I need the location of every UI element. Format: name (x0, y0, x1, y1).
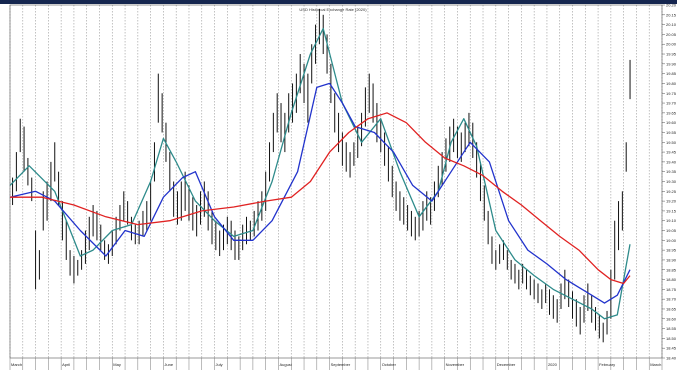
y-tick-label: 18.75 (666, 287, 677, 292)
x-tick-label: February (599, 362, 615, 367)
x-tick-label: April (62, 362, 70, 367)
x-tick-label: June (164, 362, 173, 367)
x-tick-label: March (650, 362, 661, 367)
y-tick-label: 19.70 (666, 101, 677, 106)
x-tick-label: December (497, 362, 516, 367)
grid (9, 4, 663, 359)
series-line (9, 82, 631, 304)
y-tick-label: 18.55 (666, 326, 677, 331)
y-tick-label: 19.60 (666, 120, 677, 125)
chart-title: USD Historical Exchange Rate (2020) (299, 7, 367, 12)
top-bar (0, 0, 677, 4)
plot-border (9, 4, 663, 359)
y-tick-label: 19.20 (666, 199, 677, 204)
y-tick-label: 19.85 (666, 71, 677, 76)
y-tick-label: 19.00 (666, 238, 677, 243)
y-axis: 18.40 18.45 18.50 18.55 18.60 18.65 18.70 18.75… (662, 3, 677, 361)
y-tick-label: 18.90 (666, 257, 677, 262)
y-tick-label: 19.40 (666, 159, 677, 164)
y-tick-label: 20.00 (666, 42, 677, 47)
y-tick-label: 20.15 (666, 12, 677, 17)
y-tick-label: 19.90 (666, 61, 677, 66)
y-tick-label: 20.05 (666, 32, 677, 37)
x-axis: March April May June July August September Octo… (9, 358, 663, 370)
x-tick-label: 2020 (548, 362, 558, 367)
y-tick-label: 18.60 (666, 316, 677, 321)
price-bars (12, 8, 631, 343)
y-tick-label: 19.95 (666, 52, 677, 57)
series-line (10, 112, 631, 285)
y-tick-label: 20.10 (666, 22, 677, 27)
y-tick-label: 20.20 (666, 3, 677, 8)
series-line (9, 27, 631, 320)
x-tick-label: March (11, 362, 22, 367)
y-tick-label: 18.95 (666, 248, 677, 253)
y-tick-label: 19.50 (666, 140, 677, 145)
y-tick-label: 19.30 (666, 179, 677, 184)
x-tick-label: October (382, 362, 397, 367)
x-tick-label: August (279, 362, 292, 367)
y-tick-label: 19.05 (666, 228, 677, 233)
y-tick-label: 19.55 (666, 130, 677, 135)
y-tick-label: 18.85 (666, 267, 677, 272)
y-tick-label: 18.40 (666, 356, 677, 361)
y-tick-label: 19.10 (666, 218, 677, 223)
x-tick-label: November (446, 362, 465, 367)
y-tick-label: 19.15 (666, 208, 677, 213)
y-tick-label: 19.80 (666, 81, 677, 86)
y-tick-label: 18.80 (666, 277, 677, 282)
y-tick-label: 19.75 (666, 91, 677, 96)
y-tick-label: 18.70 (666, 297, 677, 302)
y-tick-label: 19.35 (666, 169, 677, 174)
y-tick-label: 18.65 (666, 306, 677, 311)
x-tick-label: July (216, 362, 223, 367)
y-tick-label: 19.25 (666, 189, 677, 194)
y-tick-label: 19.45 (666, 150, 677, 155)
moving-average-lines (9, 27, 631, 320)
y-tick-label: 18.45 (666, 346, 677, 351)
x-tick-label: September (331, 362, 351, 367)
y-tick-label: 18.50 (666, 336, 677, 341)
x-tick-label: May (113, 362, 121, 367)
y-tick-label: 19.65 (666, 110, 677, 115)
